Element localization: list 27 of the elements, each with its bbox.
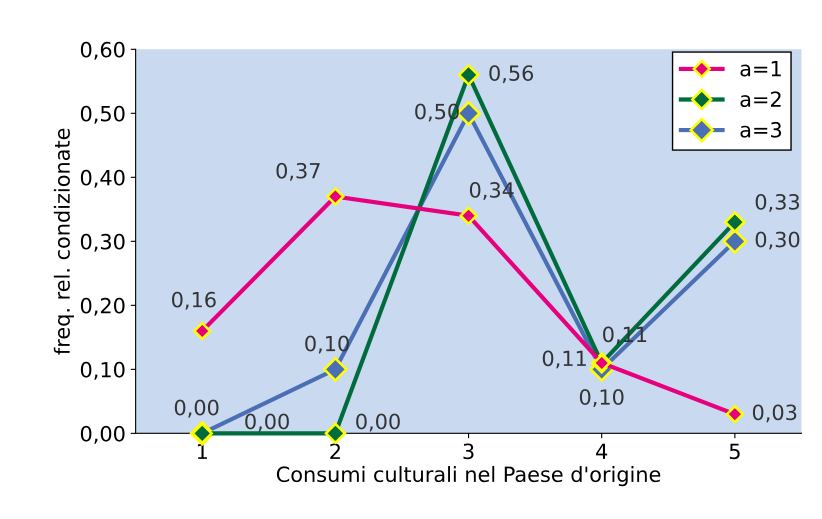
- y-tick-label: 0,20: [80, 298, 125, 316]
- y-tick-label: 0,30: [80, 234, 125, 252]
- data-label: 0,33: [756, 194, 800, 212]
- y-axis-title: freq. rel. condizionate: [54, 128, 74, 355]
- data-label: 0,00: [174, 400, 218, 418]
- y-tick-label: 0,60: [80, 42, 125, 60]
- y-tick-label: 0,00: [80, 426, 125, 444]
- data-label: 0,11: [542, 350, 586, 368]
- data-label: 0,00: [356, 414, 400, 432]
- data-label: 0,30: [756, 232, 800, 250]
- data-label: 0,37: [276, 162, 320, 181]
- y-tick-label: 0,10: [80, 362, 125, 380]
- x-tick-label: 5: [730, 444, 740, 460]
- data-label: 0,03: [752, 404, 796, 422]
- legend-label: a=1: [740, 61, 781, 76]
- x-tick-label: 2: [330, 443, 340, 459]
- x-tick-label: 3: [464, 443, 474, 460]
- x-axis-title: Consumi culturali nel Paese d'origine: [276, 466, 660, 486]
- legend-label: a=2: [740, 91, 781, 108]
- x-tick-label: 4: [596, 444, 608, 459]
- data-label: 0,56: [489, 65, 534, 84]
- y-tick-label: 0,50: [80, 106, 125, 124]
- data-label: 0,16: [172, 292, 216, 310]
- y-tick-label: 0,40: [80, 170, 125, 188]
- data-label: 0,10: [580, 389, 624, 408]
- legend-label: a=3: [740, 122, 782, 138]
- data-label: 0,00: [245, 414, 289, 432]
